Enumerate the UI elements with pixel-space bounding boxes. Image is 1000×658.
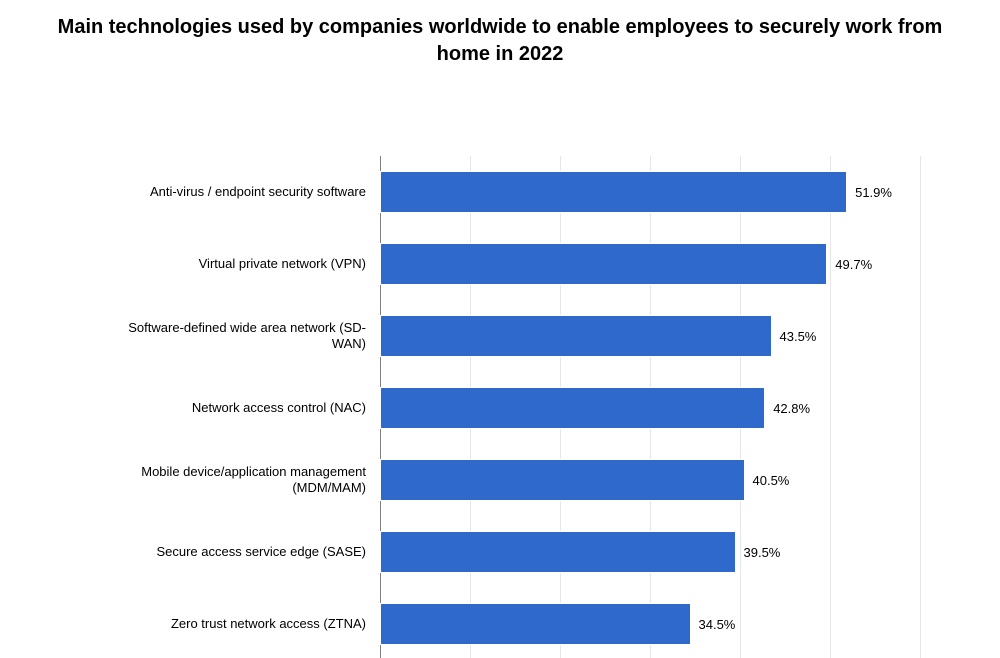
- value-label: 49.7%: [835, 257, 872, 272]
- value-label: 51.9%: [855, 185, 892, 200]
- bar: [380, 459, 745, 501]
- category-label: Zero trust network access (ZTNA): [116, 616, 376, 632]
- plot-area: [380, 156, 920, 658]
- bar: [380, 603, 691, 645]
- bar: [380, 171, 847, 213]
- value-label: 34.5%: [699, 617, 736, 632]
- value-label: 40.5%: [753, 473, 790, 488]
- bar: [380, 531, 736, 573]
- gridline: [830, 156, 831, 658]
- category-label: Network access control (NAC): [116, 400, 376, 416]
- category-label: Mobile device/application management (MD…: [116, 464, 376, 497]
- bar: [380, 387, 765, 429]
- category-label: Software-defined wide area network (SD-W…: [116, 320, 376, 353]
- bar: [380, 315, 772, 357]
- category-label: Virtual private network (VPN): [116, 256, 376, 272]
- gridline: [920, 156, 921, 658]
- bar: [380, 243, 827, 285]
- bar-chart: 0%10%20%30%40%50%60%Anti-virus / endpoin…: [0, 74, 1000, 658]
- value-label: 39.5%: [744, 545, 781, 560]
- value-label: 43.5%: [780, 329, 817, 344]
- category-label: Anti-virus / endpoint security software: [116, 184, 376, 200]
- value-label: 42.8%: [773, 401, 810, 416]
- chart-title: Main technologies used by companies worl…: [0, 0, 1000, 74]
- category-label: Secure access service edge (SASE): [116, 544, 376, 560]
